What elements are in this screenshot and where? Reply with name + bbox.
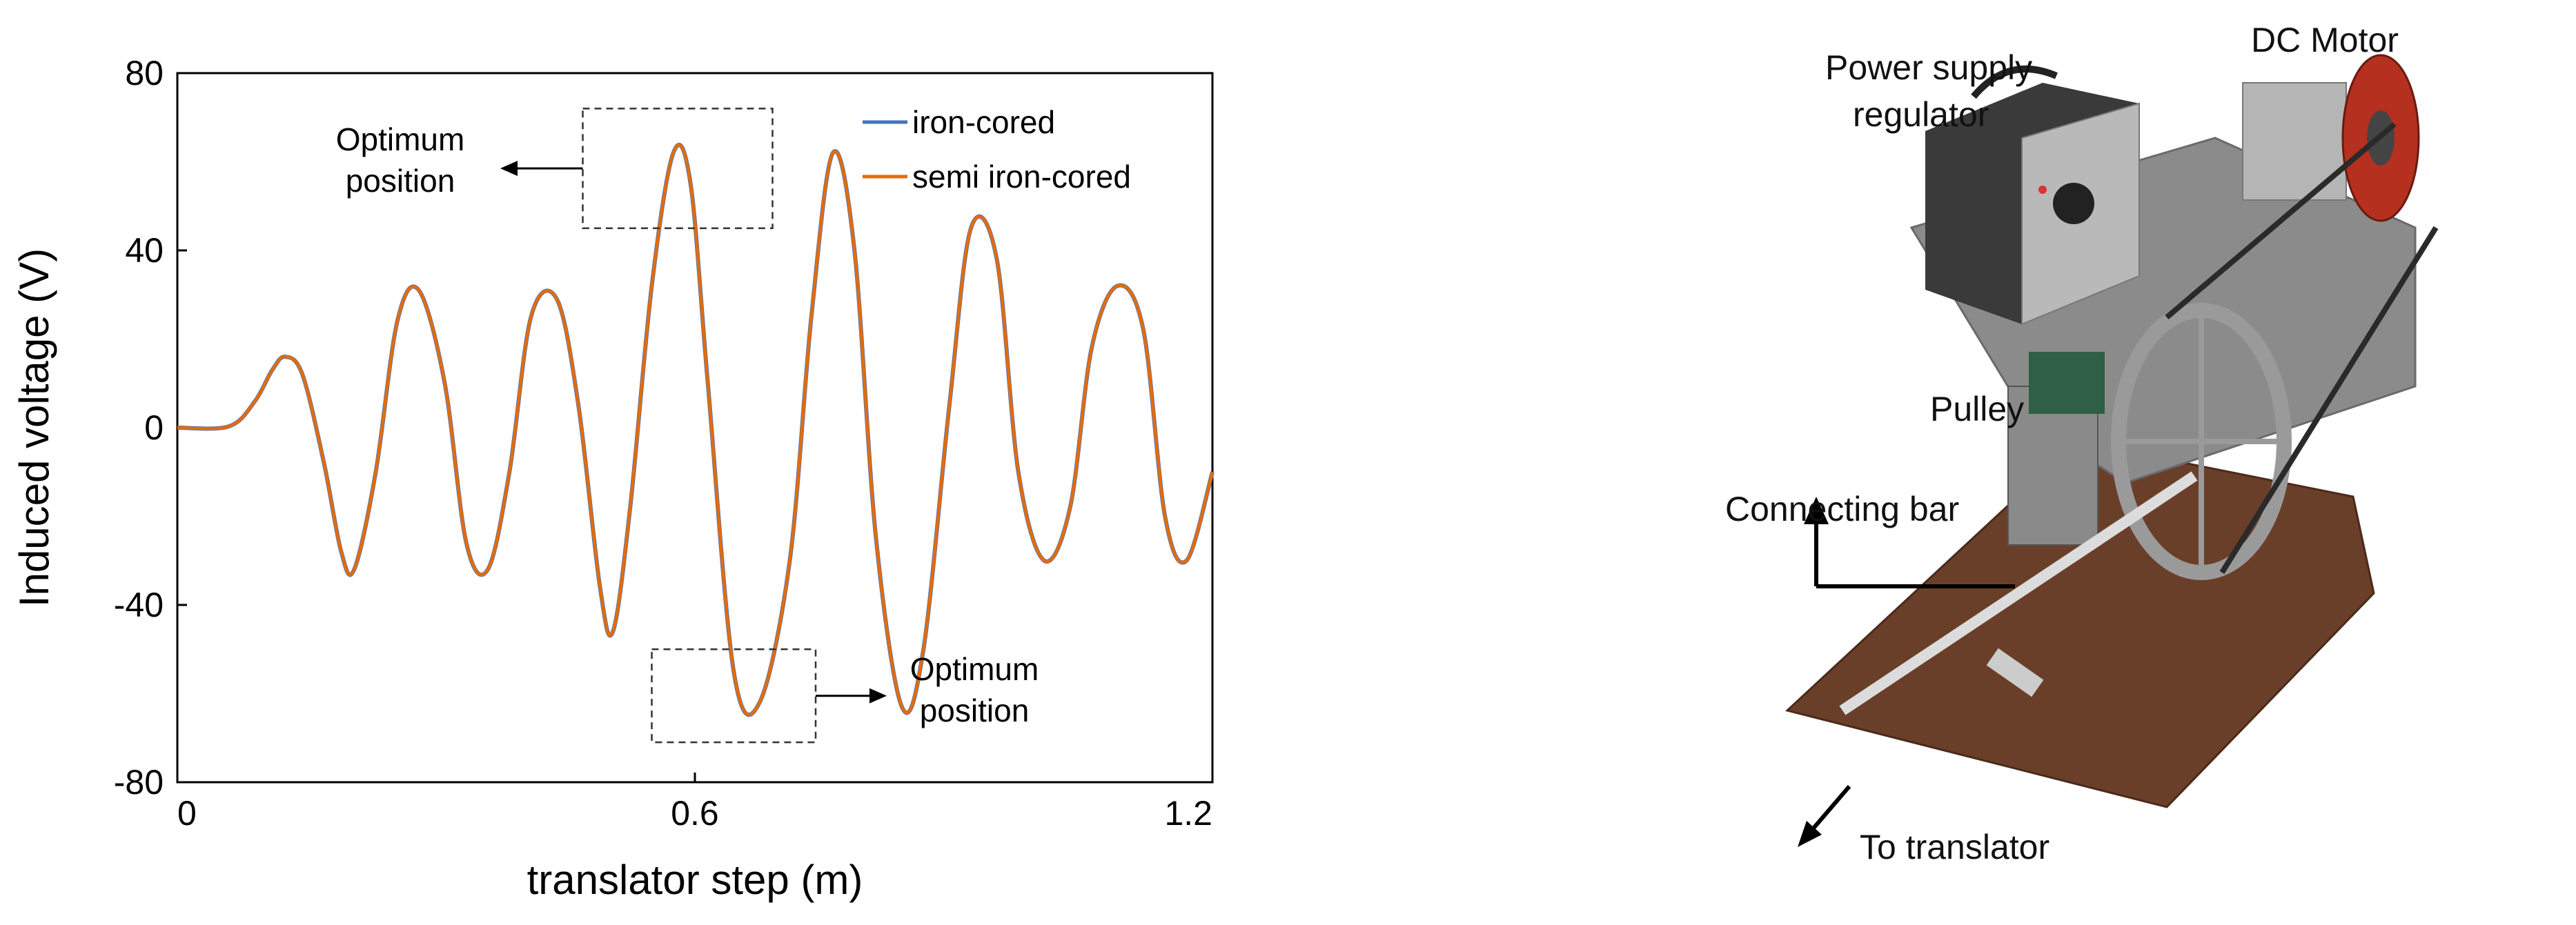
y-tick-label: 0: [144, 408, 164, 447]
annotation-box-top: [582, 108, 774, 230]
annotation-arrowhead-bottom: [869, 688, 887, 704]
connecting-bar-rod: [1839, 471, 2198, 715]
legend: iron-cored semi iron-cored: [863, 104, 1131, 195]
to-translator-arrowhead: [1798, 821, 1822, 847]
dc-motor: [2242, 54, 2420, 222]
annotation-top-line1: Optimum: [336, 121, 465, 157]
to-translator-arrow: [1806, 785, 1851, 836]
label-to-translator: To translator: [1860, 828, 2049, 866]
annotation-top-line2: position: [346, 163, 455, 199]
x-tick-label: 1.2: [1164, 794, 1212, 833]
y-tick-label: -40: [114, 586, 164, 624]
drive-belt: [2165, 121, 2439, 575]
y-tick-label: 80: [125, 54, 164, 92]
legend-label-semi-iron-cored: semi iron-cored: [912, 159, 1131, 195]
connecting-bar-arrowhead: [1804, 497, 1829, 524]
label-pulley: Pulley: [1930, 390, 2024, 428]
apparatus-illustration: Power supply regulator DC Motor Pulley C…: [1725, 21, 2439, 866]
y-axis: -80 -40 0 40 80: [114, 54, 187, 802]
annotation-bottom: Optimum position: [651, 648, 1039, 744]
label-power-supply-line2: regulator: [1853, 95, 1989, 134]
power-supply-box: [1925, 66, 2140, 326]
y-axis-label: Induced voltage (V): [11, 248, 57, 607]
x-axis: 0 0.6 1.2: [176, 773, 1214, 833]
apparatus-photo: Power supply regulator DC Motor Pulley C…: [1684, 0, 2576, 922]
legend-label-iron-cored: iron-cored: [912, 104, 1055, 140]
label-power-supply-line1: Power supply: [1825, 48, 2032, 87]
series-line-semi-iron-cored: [177, 143, 1215, 717]
annotation-bottom-line2: position: [920, 693, 1030, 728]
x-axis-label: translator step (m): [527, 857, 863, 903]
annotation-bottom-line1: Optimum: [910, 651, 1039, 687]
annotation-arrowhead-top: [500, 161, 518, 177]
series-group: [177, 142, 1215, 717]
y-tick-label: -80: [114, 763, 164, 802]
bracket: [1986, 648, 2044, 697]
x-tick-label: 0: [177, 794, 197, 833]
annotation-top: Optimum position: [336, 108, 774, 230]
label-dc-motor: DC Motor: [2251, 21, 2399, 59]
pulley-assembly: [2007, 303, 2292, 580]
label-connecting-bar: Connecting bar: [1725, 490, 1959, 528]
x-tick-label: 0.6: [671, 794, 719, 833]
y-tick-label: 40: [125, 231, 164, 270]
plot-area: [176, 72, 1214, 784]
